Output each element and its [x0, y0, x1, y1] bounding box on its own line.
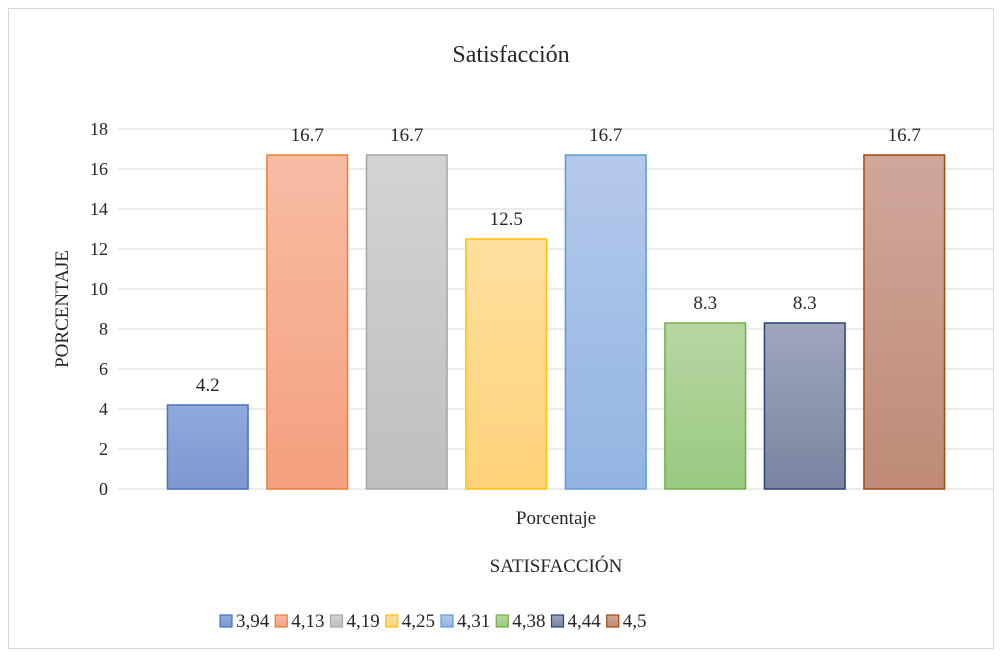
gridlines — [118, 128, 995, 490]
chart-title: Satisfacción — [452, 42, 569, 68]
legend-item: 4,31 — [440, 611, 490, 632]
legend-item: 4,38 — [495, 611, 546, 632]
bar — [564, 154, 647, 490]
bars — [166, 154, 946, 490]
legend-label: 4,5 — [623, 611, 647, 632]
legend-item: 4,13 — [274, 611, 325, 632]
data-label: 12.5 — [490, 209, 523, 230]
data-label: 4.2 — [196, 375, 220, 396]
y-axis-ticks: 0 2 4 6 8 10 12 14 16 18 — [90, 119, 108, 499]
bar — [863, 154, 946, 490]
data-label: 16.7 — [390, 125, 423, 146]
y-tick-label: 16 — [90, 159, 108, 179]
legend-label: 4,13 — [291, 611, 324, 632]
legend-item: 4,5 — [606, 611, 647, 632]
legend-swatch — [550, 614, 565, 628]
bar — [166, 404, 249, 490]
x-category-label: Porcentaje — [516, 508, 596, 529]
legend-swatch — [440, 614, 454, 628]
legend-item: 4,19 — [329, 611, 380, 632]
y-tick-label: 10 — [90, 279, 108, 299]
y-tick-label: 8 — [99, 319, 108, 339]
legend-label: 4,38 — [512, 611, 545, 632]
y-tick-label: 0 — [99, 479, 108, 499]
legend: 3,94 4,13 4,19 4,25 4,31 4,38 4,44 4,5 — [219, 611, 647, 632]
legend-label: 4,25 — [402, 611, 435, 632]
data-label: 16.7 — [291, 125, 324, 146]
legend-swatch — [329, 614, 344, 628]
data-label: 16.7 — [888, 125, 921, 146]
legend-item: 4,44 — [550, 611, 602, 632]
y-tick-label: 2 — [99, 439, 108, 459]
legend-label: 3,94 — [236, 611, 270, 632]
bar — [266, 154, 349, 490]
data-label: 8.3 — [793, 293, 817, 314]
legend-swatch — [385, 614, 399, 628]
x-axis-title: SATISFACCIÓN — [490, 555, 623, 577]
legend-swatch — [606, 614, 620, 628]
data-label: 8.3 — [693, 293, 717, 314]
legend-item: 4,25 — [385, 611, 435, 632]
legend-swatch — [274, 614, 288, 628]
y-tick-label: 12 — [90, 239, 108, 259]
bar — [664, 322, 747, 490]
y-tick-label: 18 — [90, 119, 108, 139]
y-tick-label: 14 — [90, 199, 108, 219]
y-tick-label: 6 — [99, 359, 108, 379]
y-tick-label: 4 — [99, 399, 108, 419]
legend-label: 4,44 — [568, 611, 602, 632]
bar — [465, 238, 548, 490]
legend-swatch — [219, 614, 233, 628]
bar — [763, 322, 846, 490]
y-axis-title: PORCENTAJE — [52, 250, 73, 368]
data-labels: 4.2 16.7 16.7 12.5 16.7 8.3 8.3 16.7 — [196, 125, 921, 396]
legend-item: 3,94 — [219, 611, 270, 632]
legend-swatch — [495, 614, 509, 628]
bar — [365, 154, 448, 490]
data-label: 16.7 — [589, 125, 622, 146]
legend-label: 4,31 — [457, 611, 490, 632]
legend-label: 4,19 — [347, 611, 380, 632]
